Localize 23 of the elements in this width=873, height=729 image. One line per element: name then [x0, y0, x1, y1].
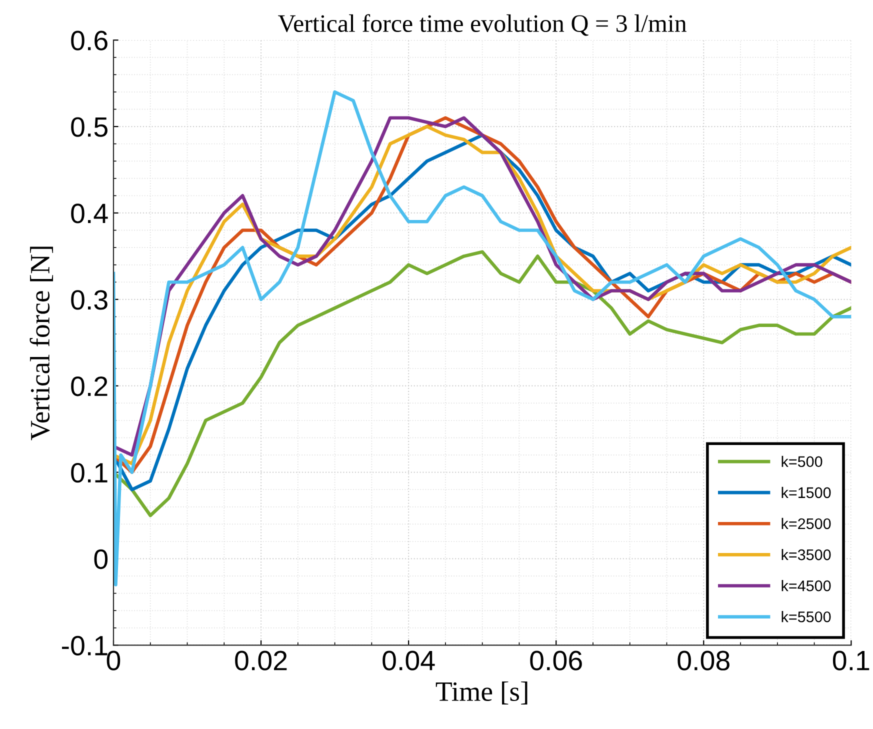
- legend-label: k=500: [782, 456, 822, 468]
- legend-label: k=4500: [782, 580, 831, 592]
- x-tick-label: 0.02: [235, 650, 287, 670]
- y-tick-label: 0.2: [71, 376, 108, 396]
- x-tick-label: 0.08: [678, 650, 730, 670]
- legend-label: k=2500: [782, 518, 831, 530]
- y-tick-label: 0.5: [71, 117, 108, 137]
- y-tick-label: 0.1: [71, 462, 108, 483]
- y-tick-label: 0: [94, 549, 108, 570]
- legend-label: k=3500: [782, 548, 831, 560]
- x-tick-label: 0.04: [382, 650, 435, 670]
- y-tick-label: 0.3: [71, 290, 108, 310]
- chart-title: Vertical force time evolution Q = 3 l/min: [278, 14, 687, 36]
- x-tick-label: 0.1: [832, 650, 870, 670]
- y-tick-label: 0.6: [71, 30, 108, 50]
- legend-label: k=5500: [782, 611, 831, 622]
- x-tick-label: 0: [106, 650, 120, 670]
- legend-label: k=1500: [782, 486, 831, 498]
- y-tick-label: -0.1: [62, 636, 108, 656]
- x-tick-label: 0.06: [530, 650, 582, 670]
- x-axis-title: Time [s]: [436, 681, 528, 704]
- y-axis-title: Vertical force [N]: [30, 246, 54, 440]
- y-tick-label: 0.4: [71, 204, 108, 224]
